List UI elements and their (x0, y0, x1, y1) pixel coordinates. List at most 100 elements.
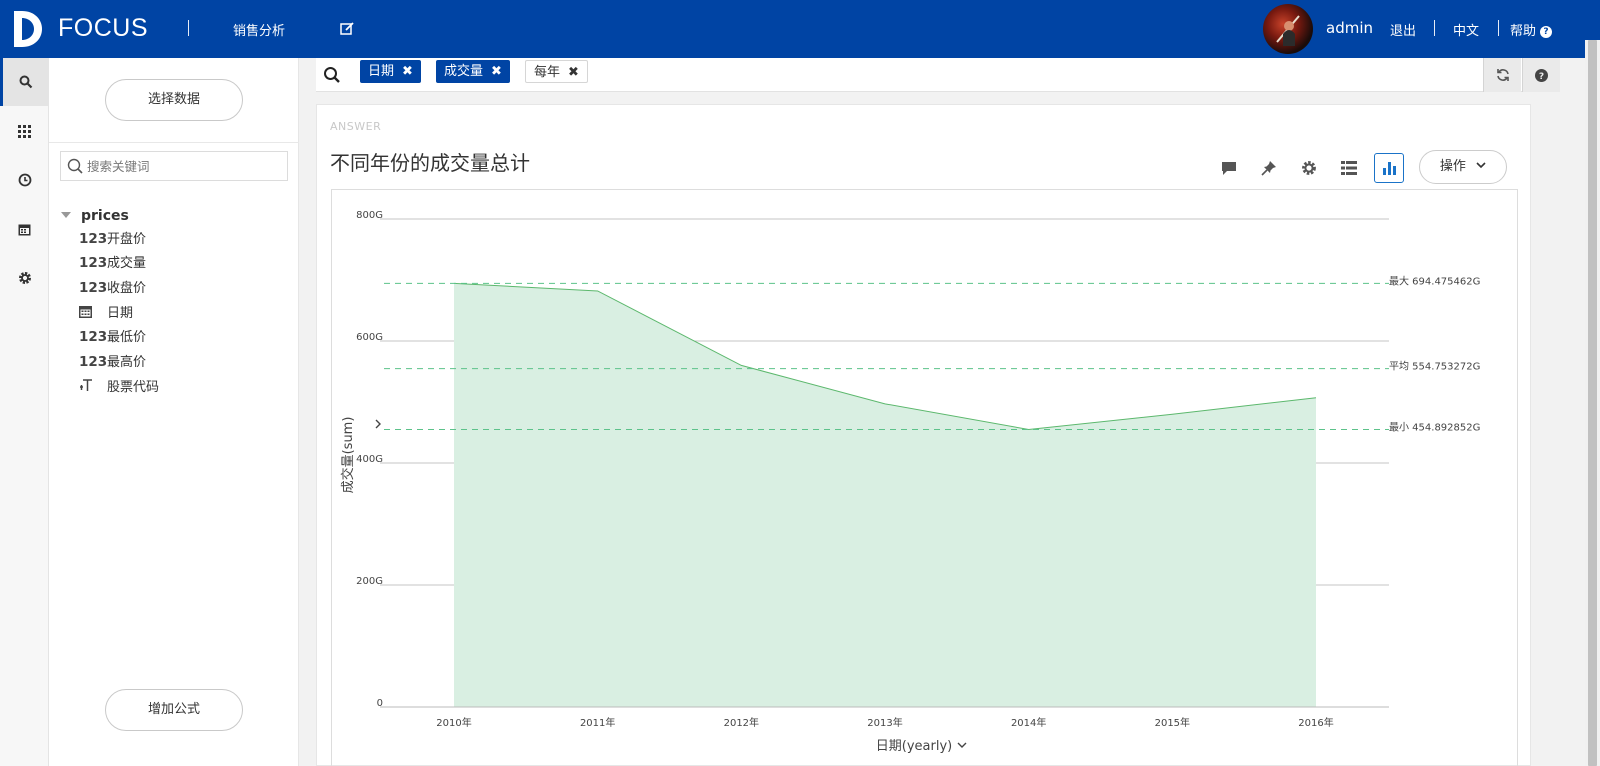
settings-button[interactable] (1294, 153, 1324, 183)
top-bar: FOCUS 销售分析 admin 退出 中文 帮助? (0, 0, 1600, 58)
y-tick-label: 200G (356, 576, 383, 587)
field-label: 收盘价 (107, 281, 147, 296)
logout-link[interactable]: 退出 (1390, 24, 1417, 39)
field-item[interactable]: 123开盘价 (79, 228, 146, 248)
field-label: 最低价 (107, 330, 147, 345)
chevron-right-icon (375, 419, 381, 429)
help-link[interactable]: 帮助? (1510, 20, 1553, 39)
list-icon (1341, 161, 1357, 175)
chevron-down-icon (957, 742, 967, 748)
volume-area-chart: 0 200G 400G 600G 800G 最大 694.475462G 平均 554.75… (340, 210, 1480, 754)
number-type-icon: 123 (79, 280, 108, 296)
caret-down-icon (61, 212, 71, 218)
comment-icon (1222, 161, 1236, 175)
pin-icon (1261, 161, 1276, 176)
reference-line-label: 最小 454.892852G (1389, 422, 1480, 434)
calendar-icon (18, 224, 31, 235)
y-tick-label: 800G (356, 210, 383, 221)
refresh-button[interactable] (1483, 58, 1521, 92)
field-item[interactable]: 123收盘价 (79, 277, 146, 297)
separator (1434, 20, 1435, 36)
x-tick-label: 2015年 (1155, 716, 1190, 729)
answer-card: ANSWER 不同年份的成交量总计 操作 0 200G 400G 600G 800G 最大… (316, 104, 1531, 766)
svg-text:?: ? (1539, 72, 1544, 82)
chart-frame: 0 200G 400G 600G 800G 最大 694.475462G 平均 554.75… (331, 189, 1518, 766)
separator (1498, 20, 1499, 36)
field-label: 开盘价 (107, 232, 147, 247)
scrollbar-thumb[interactable] (1588, 40, 1597, 766)
chip-label: 日期 (368, 64, 395, 79)
logo-icon (14, 11, 42, 47)
number-type-icon: 123 (79, 255, 108, 271)
answer-label: ANSWER (330, 120, 382, 133)
x-tick-label: 2012年 (724, 716, 759, 729)
y-tick-label: 0 (377, 698, 383, 709)
field-item[interactable]: 123最低价 (79, 326, 146, 346)
table-node-prices[interactable]: prices (61, 208, 129, 224)
y-tick-label: 600G (356, 332, 383, 343)
chart-view-button[interactable] (1374, 153, 1404, 183)
nav-apps[interactable] (0, 107, 49, 155)
area-fill (454, 283, 1316, 707)
field-label: 成交量 (107, 256, 147, 271)
x-tick-label: 2014年 (1011, 716, 1046, 729)
scrollbar[interactable] (1585, 40, 1600, 766)
question-icon: ? (1540, 26, 1553, 38)
remove-icon[interactable]: ✖ (402, 64, 413, 79)
field-item[interactable]: 123最高价 (79, 351, 146, 371)
nav-search[interactable] (0, 58, 49, 106)
data-panel: 选择数据 prices 123开盘价 123成交量 123收盘价 日期 123最… (49, 58, 299, 766)
number-type-icon: 123 (79, 329, 108, 345)
select-data-button[interactable]: 选择数据 (105, 79, 243, 121)
x-tick-label: 2016年 (1298, 716, 1333, 729)
divider (49, 142, 299, 143)
reference-line-label: 平均 554.753272G (1389, 361, 1480, 373)
question-icon: ? (1535, 68, 1548, 82)
number-type-icon: 123 (79, 354, 108, 370)
search-icon (19, 75, 33, 89)
chevron-down-icon (1476, 162, 1486, 169)
field-item[interactable]: 日期 (79, 302, 133, 322)
field-item[interactable]: 123成交量 (79, 252, 146, 272)
logo-text: FOCUS (58, 14, 148, 42)
avatar[interactable] (1263, 4, 1313, 54)
icon-sidebar (0, 58, 49, 766)
answer-title: 不同年份的成交量总计 (330, 151, 530, 175)
comment-button[interactable] (1214, 153, 1244, 183)
bar-chart-icon (1383, 162, 1396, 175)
x-tick-label: 2013年 (867, 716, 902, 729)
add-formula-button[interactable]: 增加公式 (105, 689, 243, 731)
x-tick-label: 2011年 (580, 716, 615, 729)
edit-icon[interactable] (340, 21, 355, 36)
query-chip-yearly[interactable]: 每年 ✖ (525, 60, 588, 83)
nav-link-sales-analysis[interactable]: 销售分析 (233, 24, 286, 39)
refresh-icon (1496, 69, 1509, 81)
remove-icon[interactable]: ✖ (491, 64, 502, 79)
remove-icon[interactable]: ✖ (568, 65, 579, 80)
field-label: 股票代码 (107, 380, 160, 395)
field-item[interactable]: 股票代码 (79, 376, 159, 396)
gear-icon (18, 272, 31, 284)
pin-button[interactable] (1254, 153, 1284, 183)
table-name: prices (81, 208, 129, 224)
operations-dropdown[interactable]: 操作 (1419, 150, 1507, 184)
nav-settings[interactable] (0, 254, 49, 302)
field-label: 日期 (107, 306, 134, 321)
gear-icon (1302, 161, 1316, 175)
nav-calendar[interactable] (0, 205, 49, 253)
help-button[interactable]: ? (1522, 58, 1560, 92)
grid-icon (18, 124, 31, 138)
search-icon[interactable] (323, 66, 341, 84)
table-view-button[interactable] (1334, 153, 1364, 183)
user-name[interactable]: admin (1326, 19, 1373, 37)
separator (188, 20, 189, 36)
clock-icon (18, 173, 31, 187)
operations-label: 操作 (1439, 159, 1466, 174)
language-link[interactable]: 中文 (1453, 24, 1480, 39)
query-chip-date[interactable]: 日期 ✖ (360, 60, 421, 83)
keyword-search (60, 151, 288, 181)
series-line (453, 282, 1317, 431)
search-input[interactable] (87, 157, 282, 175)
query-chip-volume[interactable]: 成交量 ✖ (436, 60, 510, 83)
nav-history[interactable] (0, 156, 49, 204)
